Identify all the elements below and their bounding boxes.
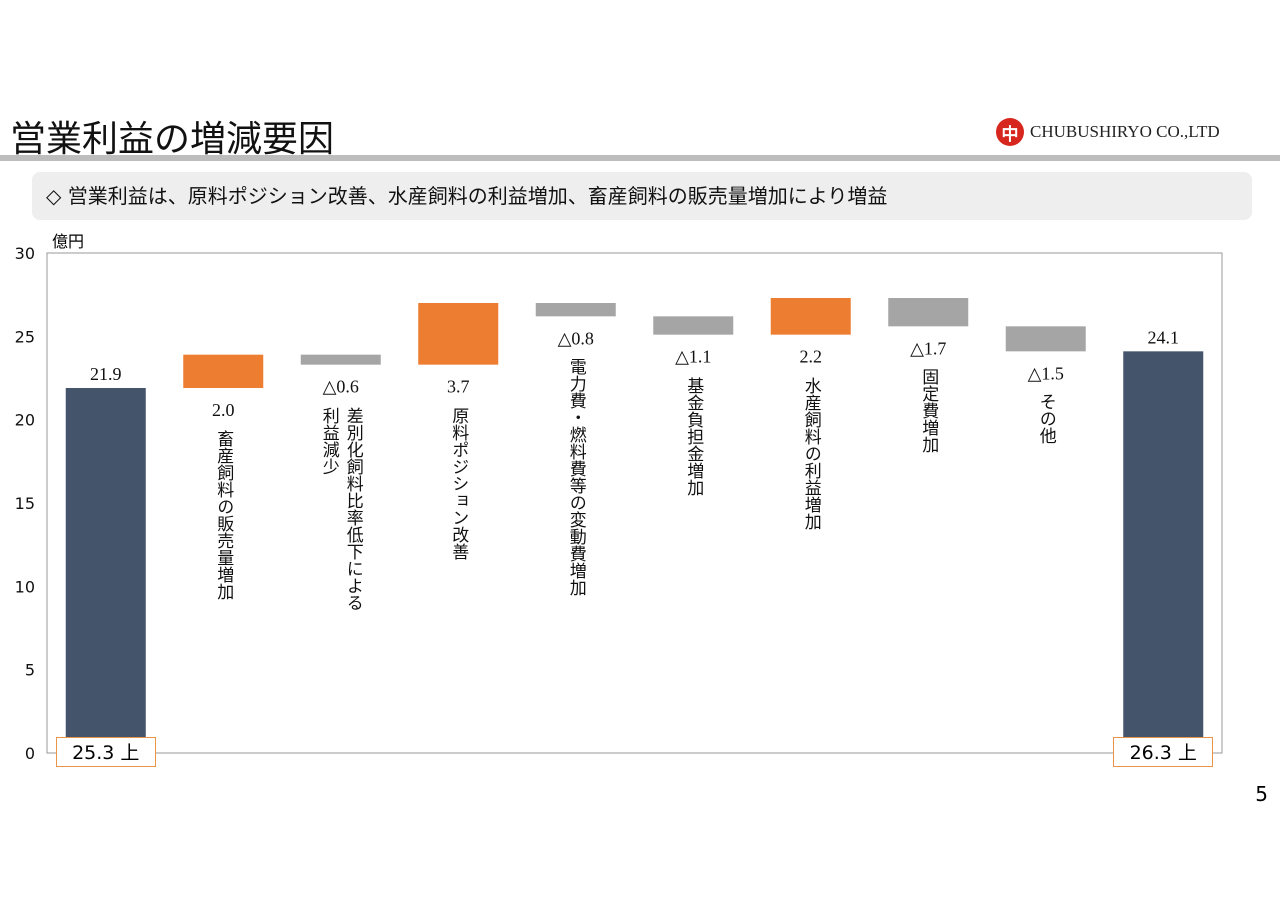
company-name: CHUBUSHIRYO CO.,LTD xyxy=(1030,122,1220,141)
data-label: 21.9 xyxy=(90,364,122,384)
bar-total xyxy=(65,388,146,753)
company-logo: 中 CHUBUSHIRYO CO.,LTD xyxy=(996,118,1220,146)
data-label: 3.7 xyxy=(447,377,470,397)
bar-decrease xyxy=(888,298,969,327)
bar-total xyxy=(1123,351,1204,753)
data-label: △1.5 xyxy=(1028,363,1064,383)
bar-increase xyxy=(418,303,499,365)
bar-decrease xyxy=(300,354,381,365)
page-title: 営業利益の増減要因 xyxy=(10,119,335,160)
y-tick-label: 10 xyxy=(15,577,35,596)
y-tick-label: 5 xyxy=(25,661,35,680)
category-label: 基金負担金増加 xyxy=(683,376,704,496)
bar-increase xyxy=(770,298,851,335)
data-label: 2.0 xyxy=(212,400,235,420)
y-tick-label: 15 xyxy=(15,494,35,513)
bar-increase xyxy=(183,354,264,388)
category-label: 差別化飼料比率低下による 利益減少 xyxy=(318,406,363,611)
data-label: △1.7 xyxy=(910,338,946,358)
summary-banner: ◇ 営業利益は、原料ポジション改善、水産飼料の利益増加、畜産飼料の販売量増加によ… xyxy=(32,172,1252,220)
plot-frame xyxy=(46,252,1223,754)
header-divider xyxy=(0,155,1280,161)
y-tick-label: 30 xyxy=(15,244,35,263)
baseline-box: 26.3 上 xyxy=(1113,737,1214,767)
data-label: △0.8 xyxy=(558,328,594,348)
y-tick-label: 25 xyxy=(15,327,35,346)
bar-decrease xyxy=(1005,326,1086,352)
category-label: 畜産飼料の販売量増加 xyxy=(213,430,234,600)
data-label: 2.2 xyxy=(800,347,823,367)
category-label: 電力費・燃料費等の変動費増加 xyxy=(565,358,586,597)
logo-mark-icon: 中 xyxy=(996,118,1024,146)
y-tick-label: 0 xyxy=(25,744,35,763)
baseline-box: 25.3 上 xyxy=(55,737,156,767)
data-label: 24.1 xyxy=(1148,327,1180,347)
y-axis-unit: 億円 xyxy=(52,232,85,251)
data-label: △1.1 xyxy=(675,347,711,367)
y-tick-label: 20 xyxy=(15,411,35,430)
category-label: 水産飼料の利益増加 xyxy=(800,376,821,530)
page-number: 5 xyxy=(1255,782,1268,806)
category-label: その他 xyxy=(1035,393,1056,445)
bar-decrease xyxy=(535,303,616,317)
bar-decrease xyxy=(653,316,734,335)
category-label: 固定費増加 xyxy=(918,368,939,454)
data-label: △0.6 xyxy=(323,377,359,397)
category-label: 原料ポジション改善 xyxy=(448,406,469,560)
